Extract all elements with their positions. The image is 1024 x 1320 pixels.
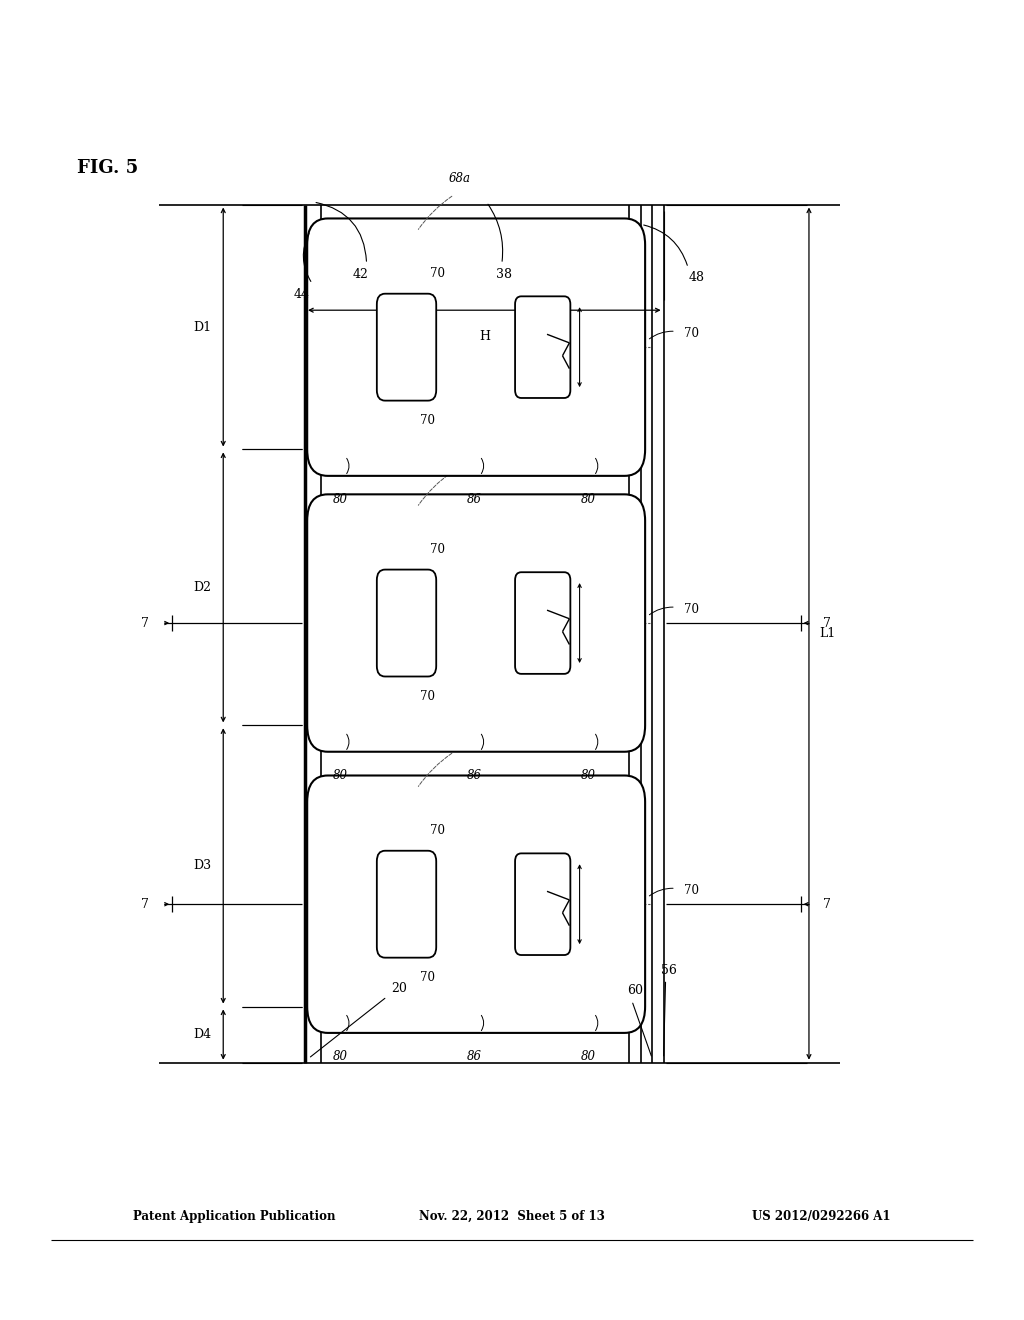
Text: Nov. 22, 2012  Sheet 5 of 13: Nov. 22, 2012 Sheet 5 of 13 <box>419 1209 605 1222</box>
Text: FIG. 5: FIG. 5 <box>77 158 138 177</box>
Text: 60: 60 <box>627 983 643 997</box>
Text: 7: 7 <box>823 898 831 911</box>
Text: 42: 42 <box>352 268 369 281</box>
Text: US 2012/0292266 A1: US 2012/0292266 A1 <box>753 1209 891 1222</box>
Text: 7: 7 <box>823 616 831 630</box>
Text: 80: 80 <box>333 1051 347 1063</box>
Text: 70: 70 <box>430 825 444 837</box>
Text: 70: 70 <box>430 544 444 556</box>
FancyBboxPatch shape <box>307 776 645 1032</box>
Text: 20: 20 <box>391 982 408 995</box>
Text: D2: D2 <box>194 581 212 594</box>
Text: 70: 70 <box>430 268 444 280</box>
Text: D4: D4 <box>194 1028 212 1041</box>
Text: L2: L2 <box>538 900 552 908</box>
Text: 7: 7 <box>141 898 150 911</box>
Text: 70: 70 <box>684 884 698 898</box>
Text: 70: 70 <box>684 603 698 616</box>
Text: 48: 48 <box>688 271 705 284</box>
Text: 80: 80 <box>582 770 596 781</box>
FancyBboxPatch shape <box>515 573 570 673</box>
FancyBboxPatch shape <box>377 294 436 401</box>
Text: L2: L2 <box>538 343 552 351</box>
Text: 80: 80 <box>582 494 596 506</box>
Text: 70: 70 <box>420 414 434 426</box>
FancyBboxPatch shape <box>515 854 570 956</box>
Text: 38: 38 <box>496 268 512 281</box>
Text: 70: 70 <box>684 327 698 341</box>
Text: Patent Application Publication: Patent Application Publication <box>133 1209 336 1222</box>
Text: 86: 86 <box>467 770 482 781</box>
FancyBboxPatch shape <box>515 297 570 399</box>
Text: 80: 80 <box>582 1051 596 1063</box>
FancyBboxPatch shape <box>307 495 645 752</box>
Text: 68c: 68c <box>449 730 470 742</box>
Text: 80: 80 <box>333 494 347 506</box>
Text: D3: D3 <box>194 859 212 873</box>
Text: 68a: 68a <box>449 173 470 185</box>
Text: H: H <box>479 330 489 343</box>
Text: 86: 86 <box>467 1051 482 1063</box>
Text: 7: 7 <box>141 616 150 630</box>
Text: 56: 56 <box>660 964 677 977</box>
Text: 80: 80 <box>333 770 347 781</box>
Text: 70: 70 <box>420 972 434 983</box>
FancyBboxPatch shape <box>377 851 436 958</box>
Text: L2: L2 <box>538 619 552 627</box>
Text: 44: 44 <box>294 288 310 301</box>
Text: L1: L1 <box>819 627 836 640</box>
Text: 70: 70 <box>420 690 434 702</box>
FancyBboxPatch shape <box>377 570 436 676</box>
FancyBboxPatch shape <box>307 218 645 477</box>
Text: 68b: 68b <box>449 449 470 461</box>
Text: D1: D1 <box>194 321 212 334</box>
Text: 86: 86 <box>467 494 482 506</box>
